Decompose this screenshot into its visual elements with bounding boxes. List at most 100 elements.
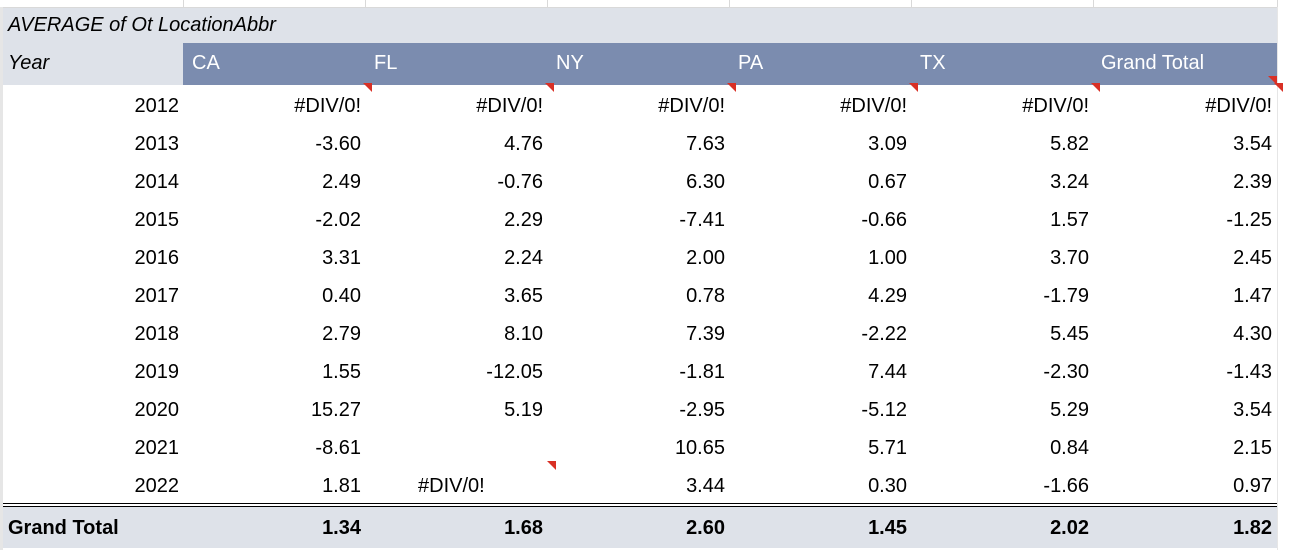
value-cell[interactable]: 7.39 [686,323,725,345]
column-headers: CA FL NY PA TX Grand Total [183,43,1277,85]
value-cell[interactable]: 3.65 [504,285,543,307]
value-cell[interactable]: -1.66 [1043,475,1089,497]
value-cell[interactable]: 3.09 [868,133,907,155]
value-cell[interactable]: 3.31 [322,247,361,269]
column-header[interactable]: FL [374,52,398,74]
table-row: 2017 0.40 3.65 0.78 4.29 -1.79 1.47 [3,277,1277,315]
value-cell[interactable]: 3.70 [1050,247,1089,269]
comment-marker-icon [1268,76,1277,85]
value-cell[interactable]: 5.82 [1050,133,1089,155]
grand-total-row[interactable]: Grand Total 1.34 1.68 2.60 1.45 2.02 1.82 [3,507,1277,548]
value-cell[interactable]: #DIV/0! [840,95,907,117]
value-cell[interactable]: 5.71 [868,437,907,459]
value-cell[interactable]: 1.81 [322,475,361,497]
value-cell[interactable]: 2.45 [1233,247,1272,269]
value-cell[interactable]: #DIV/0! [294,95,361,117]
value-cell[interactable]: -2.30 [1043,361,1089,383]
grand-total-cell[interactable]: 1.34 [322,517,361,539]
grand-total-separator [3,503,1277,507]
value-cell[interactable]: 8.10 [504,323,543,345]
grand-total-cell[interactable]: 2.02 [1050,517,1089,539]
value-cell[interactable]: 10.65 [674,437,725,459]
grand-total-cell[interactable]: 2.60 [686,517,725,539]
column-header[interactable]: NY [556,52,584,74]
year-cell[interactable]: 2017 [134,285,180,307]
value-cell[interactable]: 3.54 [1233,133,1272,155]
value-cell[interactable]: 6.30 [686,171,725,193]
value-cell[interactable]: 0.97 [1233,475,1272,497]
pivot-value-field-row[interactable]: AVERAGE of Ot LocationAbbr [3,8,1277,43]
value-cell[interactable]: 4.29 [868,285,907,307]
row-field-header[interactable]: Year [3,43,183,85]
value-cell[interactable]: 2.15 [1233,437,1272,459]
value-cell[interactable]: -5.12 [861,399,907,421]
value-cell[interactable]: 5.29 [1050,399,1089,421]
pivot-header-row: Year CA FL NY PA TX Grand Total [3,43,1277,85]
value-cell[interactable]: 2.39 [1233,171,1272,193]
value-cell[interactable]: 3.24 [1050,171,1089,193]
value-cell[interactable]: 3.44 [686,475,725,497]
year-cell[interactable]: 2022 [134,475,180,497]
pivot-body: 2012 #DIV/0! #DIV/0! #DIV/0! #DIV/0! #DIV/0! #… [3,83,1283,505]
year-cell[interactable]: 2021 [134,437,180,459]
year-cell[interactable]: 2020 [134,399,180,421]
value-cell[interactable]: 1.55 [322,361,361,383]
value-cell[interactable]: 7.63 [686,133,725,155]
value-cell[interactable]: -1.43 [1226,361,1272,383]
value-cell[interactable]: -12.05 [486,361,543,383]
value-cell[interactable]: 1.00 [868,247,907,269]
value-cell[interactable]: 0.84 [1050,437,1089,459]
value-cell[interactable]: #DIV/0! [1205,95,1272,117]
value-cell[interactable]: -7.41 [679,209,725,231]
value-cell[interactable]: 2.49 [322,171,361,193]
year-cell[interactable]: 2016 [134,247,180,269]
value-cell[interactable]: 4.30 [1233,323,1272,345]
value-cell[interactable]: 2.24 [504,247,543,269]
year-cell[interactable]: 2012 [134,95,180,117]
value-cell[interactable]: -3.60 [315,133,361,155]
pivot-value-field-label[interactable]: AVERAGE of Ot LocationAbbr [8,14,276,36]
value-cell[interactable]: 7.44 [868,361,907,383]
value-cell[interactable]: #DIV/0! [476,95,543,117]
value-cell[interactable]: 15.27 [310,399,361,421]
value-cell[interactable]: #DIV/0! [658,95,725,117]
grand-total-cell[interactable]: 1.45 [868,517,907,539]
value-cell[interactable]: #DIV/0! [418,475,485,497]
value-cell[interactable]: -2.95 [679,399,725,421]
value-cell[interactable]: -1.25 [1226,209,1272,231]
grand-total-cell[interactable]: 1.68 [504,517,543,539]
value-cell[interactable]: -0.66 [861,209,907,231]
value-cell[interactable]: 2.29 [504,209,543,231]
year-cell[interactable]: 2013 [134,133,180,155]
value-cell[interactable]: 0.78 [686,285,725,307]
value-cell[interactable]: 5.45 [1050,323,1089,345]
value-cell[interactable]: -8.61 [315,437,361,459]
error-note-icon [545,83,554,92]
year-cell[interactable]: 2018 [134,323,180,345]
value-cell[interactable]: -2.02 [315,209,361,231]
value-cell[interactable]: -1.81 [679,361,725,383]
value-cell[interactable]: 1.57 [1050,209,1089,231]
value-cell[interactable]: 0.40 [322,285,361,307]
value-cell[interactable]: 1.47 [1233,285,1272,307]
value-cell[interactable]: 2.79 [322,323,361,345]
value-cell[interactable]: 0.67 [868,171,907,193]
year-cell[interactable]: 2019 [134,361,180,383]
value-cell[interactable]: -1.79 [1043,285,1089,307]
column-header[interactable]: PA [738,52,764,74]
value-cell[interactable]: 3.54 [1233,399,1272,421]
grand-total-cell[interactable]: 1.82 [1233,517,1272,539]
column-header[interactable]: CA [192,52,220,74]
value-cell[interactable]: -0.76 [497,171,543,193]
value-cell[interactable]: 5.19 [504,399,543,421]
value-cell[interactable]: 4.76 [504,133,543,155]
value-cell[interactable]: #DIV/0! [1022,95,1089,117]
value-cell[interactable]: 0.30 [868,475,907,497]
column-header[interactable]: TX [920,52,946,74]
year-cell[interactable]: 2014 [134,171,180,193]
error-note-icon [1091,83,1100,92]
value-cell[interactable]: -2.22 [861,323,907,345]
year-cell[interactable]: 2015 [134,209,180,231]
value-cell[interactable]: 2.00 [686,247,725,269]
column-header[interactable]: Grand Total [1101,52,1205,74]
